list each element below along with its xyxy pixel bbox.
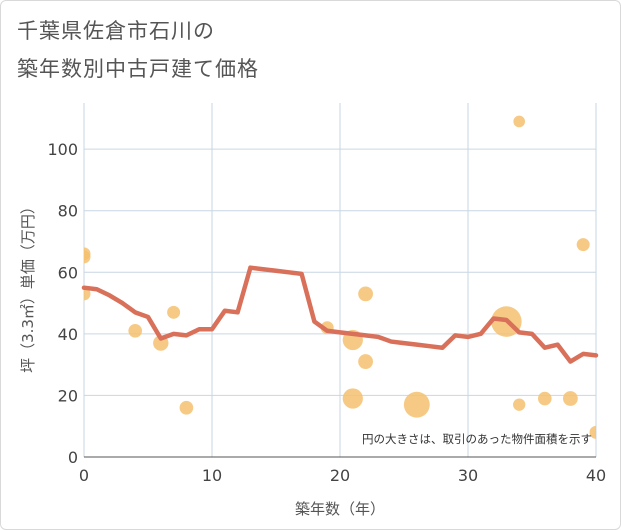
chart-title-line2: 築年数別中古戸建て価格 [17,57,259,81]
x-axis-title: 築年数（年） [295,500,385,518]
bubble-point [358,286,374,302]
y-tick-label: 80 [58,202,78,221]
bubble-point [358,354,374,369]
x-tick-label: 30 [458,466,478,485]
bubble-layer [84,115,596,439]
bubble-point [562,391,578,406]
bubble-point [403,391,430,418]
size-legend-note: 円の大きさは、取引のあった物件面積を示す [362,432,592,446]
bubble-point [513,115,526,128]
bubble-point [589,425,596,439]
bubble-point [128,323,143,338]
x-tick-label: 40 [586,466,606,485]
chart-title-line1: 千葉県佐倉市石川の [17,19,215,43]
bubble-point [179,400,194,415]
x-tick-label: 20 [330,466,350,485]
bubble-point [342,388,363,409]
average-price-line [81,265,599,364]
y-axis-title: 坪（3.3㎡）単価（万円） [19,199,37,373]
bubble-point [513,398,526,411]
bubble-point [576,238,590,252]
x-tick-label: 10 [202,466,222,485]
x-tick-label: 0 [79,466,89,485]
y-tick-label: 100 [47,140,78,159]
bubble-point [537,391,552,406]
y-tick-label: 40 [58,325,78,344]
y-tick-label: 20 [58,386,78,405]
bubble-point [167,305,181,319]
y-tick-label: 0 [68,448,78,467]
y-tick-label: 60 [58,263,78,282]
bubble-point [84,287,91,301]
bubble-point [84,250,91,264]
